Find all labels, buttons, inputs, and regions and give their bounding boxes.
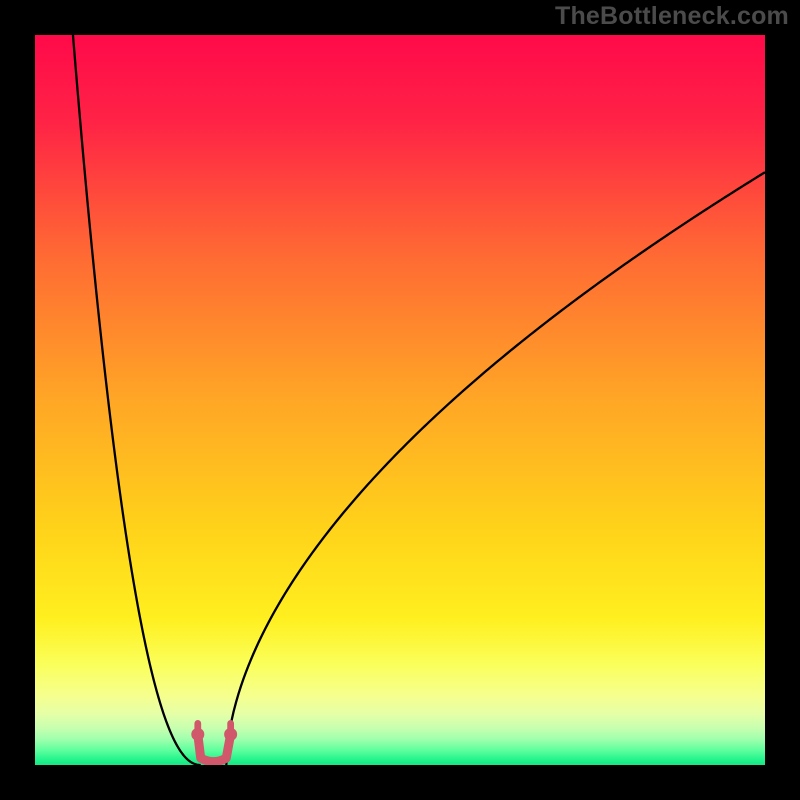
curve-right-branch xyxy=(226,172,765,765)
watermark-text: TheBottleneck.com xyxy=(555,2,789,31)
curve-left-branch xyxy=(73,35,201,765)
plot-area xyxy=(35,35,765,765)
curve-layer xyxy=(35,35,765,765)
